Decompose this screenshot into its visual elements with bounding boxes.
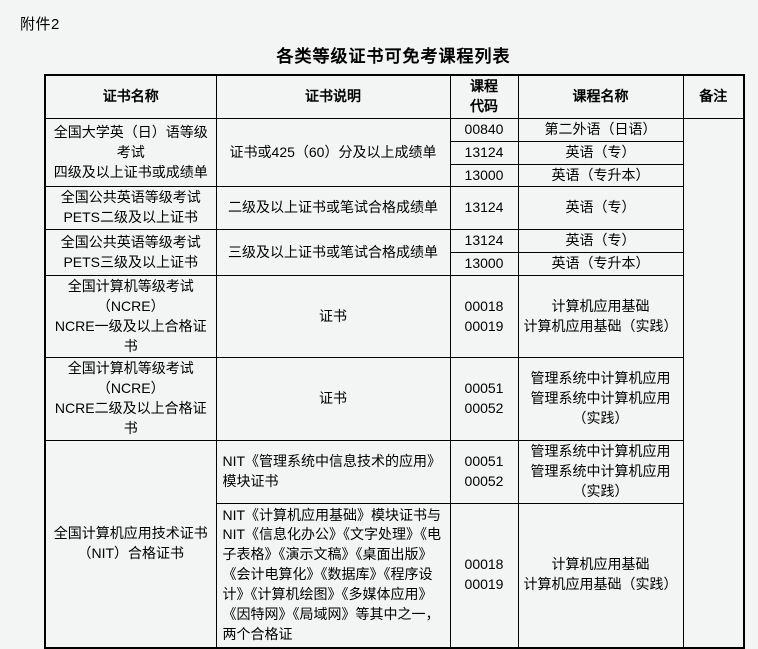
course-name-cell: 计算机应用基础 计算机应用基础（实践） (517, 502, 684, 649)
cert-name-cell: 全国公共英语等级考试 PETS二级及以上证书 (44, 186, 217, 231)
course-name-cell: 英语（专） (517, 229, 684, 253)
remarks-cell (682, 117, 745, 649)
cert-desc-cell: 证书或425（60）分及以上成绩单 (215, 117, 451, 188)
course-code-cell: 13000 (449, 252, 519, 276)
cert-desc-cell: NIT《计算机应用基础》模块证书与NIT《信息化办公》《文字处理》《电子表格》《… (215, 502, 451, 649)
course-code-cell: 00018 00019 (449, 274, 519, 359)
cert-name-cell: 全国大学英（日）语等级 考试 四级及以上证书或成绩单 (44, 117, 217, 188)
header-course-name: 课程名称 (517, 74, 684, 119)
cert-name-cell: 全国公共英语等级考试 PETS三级及以上证书 (44, 229, 217, 276)
course-code-cell: 13124 (449, 140, 519, 165)
course-name-cell: 英语（专升本） (517, 163, 684, 188)
course-code-cell: 13000 (449, 163, 519, 188)
course-name-cell: 管理系统中计算机应用 管理系统中计算机应用 （实践） (517, 439, 684, 504)
course-code-cell: 13124 (449, 229, 519, 253)
header-cert-name: 证书名称 (44, 74, 217, 119)
course-name-cell: 计算机应用基础 计算机应用基础（实践） (517, 274, 684, 359)
course-code-cell: 00018 00019 (449, 502, 519, 649)
cert-name-cell: 全国计算机等级考试 （NCRE） NCRE一级及以上合格证 书 (44, 274, 217, 359)
exemption-course-table: 证书名称 证书说明 课程 代码 课程名称 备注 全国大学英（日）语等级 考试 四… (44, 74, 745, 649)
course-code-cell: 00840 (449, 117, 519, 142)
table-row: 全国计算机等级考试 （NCRE） NCRE二级及以上合格证 书 证书 00051… (44, 357, 744, 441)
course-name-cell: 英语（专） (517, 186, 684, 231)
course-name-cell: 英语（专升本） (517, 252, 684, 276)
cert-name-cell: 全国计算机应用技术证书 （NIT）合格证书 (44, 439, 217, 649)
cert-desc-cell: 二级及以上证书或笔试合格成绩单 (215, 186, 451, 231)
header-course-code: 课程 代码 (449, 74, 519, 119)
course-code-cell: 00051 00052 (449, 357, 519, 441)
page-title: 各类等级证书可免考课程列表 (276, 47, 511, 66)
table-row: 全国公共英语等级考试 PETS二级及以上证书 二级及以上证书或笔试合格成绩单 1… (44, 186, 744, 231)
cert-desc-cell: 三级及以上证书或笔试合格成绩单 (215, 229, 451, 276)
course-name-cell: 英语（专） (517, 140, 684, 165)
table-row: 全国公共英语等级考试 PETS三级及以上证书 三级及以上证书或笔试合格成绩单 1… (44, 229, 744, 276)
table-header-row: 证书名称 证书说明 课程 代码 课程名称 备注 (44, 74, 745, 119)
cert-desc-cell: 证书 (215, 274, 451, 359)
attachment-label: 附件2 (20, 16, 60, 33)
cert-desc-cell: 证书 (215, 357, 451, 441)
table-row: 全国计算机等级考试 （NCRE） NCRE一级及以上合格证 书 证书 00018… (44, 274, 744, 359)
course-code-cell: 00051 00052 (449, 439, 519, 504)
course-name-cell: 第二外语（日语） (517, 117, 684, 142)
header-remarks: 备注 (682, 74, 745, 119)
course-name-cell: 管理系统中计算机应用 管理系统中计算机应用 （实践） (517, 357, 684, 441)
header-cert-desc: 证书说明 (215, 74, 451, 119)
table-row: 全国大学英（日）语等级 考试 四级及以上证书或成绩单 证书或425（60）分及以… (44, 117, 745, 649)
table-row: 全国计算机应用技术证书 （NIT）合格证书 NIT《管理系统中信息技术的应用》模… (44, 439, 744, 649)
course-code-cell: 13124 (449, 186, 519, 231)
table-row: 13000 英语（专升本） (45, 163, 744, 188)
cert-name-cell: 全国计算机等级考试 （NCRE） NCRE二级及以上合格证 书 (44, 357, 217, 441)
table-row: 13000 英语（专升本） (45, 252, 744, 276)
cert-desc-cell: NIT《管理系统中信息技术的应用》模块证书 (215, 439, 451, 504)
